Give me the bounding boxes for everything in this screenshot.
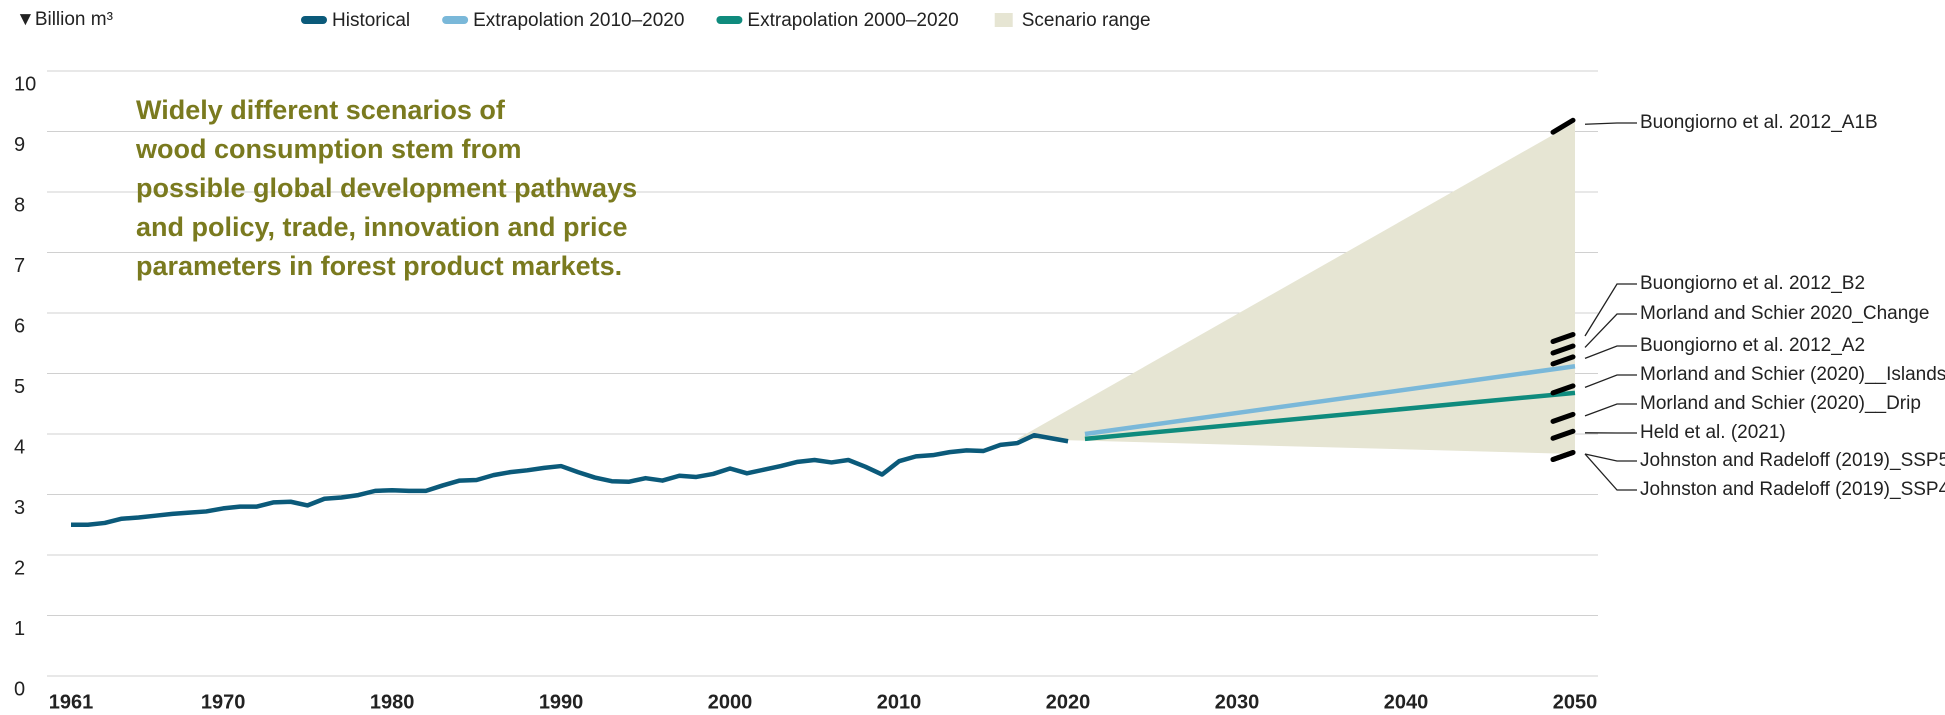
scenario-marker bbox=[1550, 428, 1576, 441]
leader-line bbox=[1584, 283, 1637, 337]
scenario-marker bbox=[1550, 449, 1576, 462]
annotation: and policy, trade, innovation and price bbox=[136, 212, 628, 242]
line-series bbox=[1084, 364, 1576, 437]
legend-label: Extrapolation 2000–2020 bbox=[747, 10, 958, 31]
scenario-marker bbox=[1550, 354, 1576, 367]
x-tick-label: 2000 bbox=[708, 691, 753, 713]
legend-label: Scenario range bbox=[1022, 10, 1151, 31]
y-tick-label: 9 bbox=[14, 134, 25, 156]
legend-label: Extrapolation 2010–2020 bbox=[473, 10, 684, 31]
x-tick-label: 1990 bbox=[539, 691, 584, 713]
scenario-label: Buongiorno et al. 2012_A1B bbox=[1640, 112, 1878, 133]
x-tick-label: 1961 bbox=[49, 691, 94, 713]
leader-line bbox=[1584, 313, 1637, 348]
y-tick-label: 6 bbox=[14, 315, 25, 337]
y-tick-label: 10 bbox=[14, 73, 36, 95]
x-tick-label: 2030 bbox=[1215, 691, 1260, 713]
y-tick-label: 7 bbox=[14, 255, 25, 277]
x-tick-label: 2010 bbox=[877, 691, 922, 713]
scenario-label: Morland and Schier 2020_Change bbox=[1640, 303, 1929, 324]
y-tick-label: 1 bbox=[14, 618, 25, 640]
line-series bbox=[1084, 390, 1576, 442]
scenario-range bbox=[1017, 122, 1575, 454]
scenario-label: Johnston and Radeloff (2019)_SSP4 bbox=[1640, 479, 1945, 500]
scenario-label: Buongiorno et al. 2012_B2 bbox=[1640, 273, 1865, 294]
leader-line bbox=[1584, 345, 1637, 359]
y-axis-label-text: Billion m³ bbox=[35, 9, 113, 30]
x-tick-label: 2050 bbox=[1553, 691, 1598, 713]
scenario-marker bbox=[1550, 411, 1576, 424]
scenario-label: Held et al. (2021) bbox=[1640, 422, 1786, 443]
line-series bbox=[71, 432, 1069, 527]
x-tick-label: 2040 bbox=[1384, 691, 1429, 713]
scenario-marker bbox=[1550, 343, 1576, 356]
leader-line bbox=[1584, 453, 1637, 491]
y-tick-label: 2 bbox=[14, 557, 25, 579]
x-tick-label: 1980 bbox=[370, 691, 415, 713]
legend-label: Historical bbox=[332, 10, 410, 31]
scenario-marker bbox=[1550, 383, 1576, 396]
leader-line bbox=[1584, 453, 1637, 462]
scenario-marker bbox=[1550, 331, 1576, 344]
annotation: wood consumption stem from bbox=[135, 134, 522, 164]
scenario-label: Johnston and Radeloff (2019)_SSP5 bbox=[1640, 450, 1945, 471]
leader-line bbox=[1584, 374, 1637, 389]
leader-line bbox=[1584, 403, 1637, 417]
scenario-label: Morland and Schier (2020)__Drip bbox=[1640, 393, 1921, 414]
y-tick-label: 3 bbox=[14, 497, 25, 519]
annotation: Widely different scenarios of bbox=[136, 95, 506, 125]
y-tick-label: 0 bbox=[14, 678, 25, 700]
scenario-marker bbox=[1550, 117, 1576, 135]
scenario-label: Morland and Schier (2020)__Islands bbox=[1640, 364, 1945, 385]
y-axis-label: ▼Billion m³ bbox=[16, 9, 113, 30]
annotation: possible global development pathways bbox=[136, 173, 637, 203]
x-tick-label: 2020 bbox=[1046, 691, 1091, 713]
x-tick-label: 1970 bbox=[201, 691, 246, 713]
y-tick-label: 8 bbox=[14, 194, 25, 216]
annotation: parameters in forest product markets. bbox=[136, 251, 622, 281]
y-tick-label: 4 bbox=[14, 436, 25, 458]
leader-line bbox=[1584, 122, 1637, 125]
scenario-label: Buongiorno et al. 2012_A2 bbox=[1640, 335, 1865, 356]
y-tick-label: 5 bbox=[14, 376, 25, 398]
